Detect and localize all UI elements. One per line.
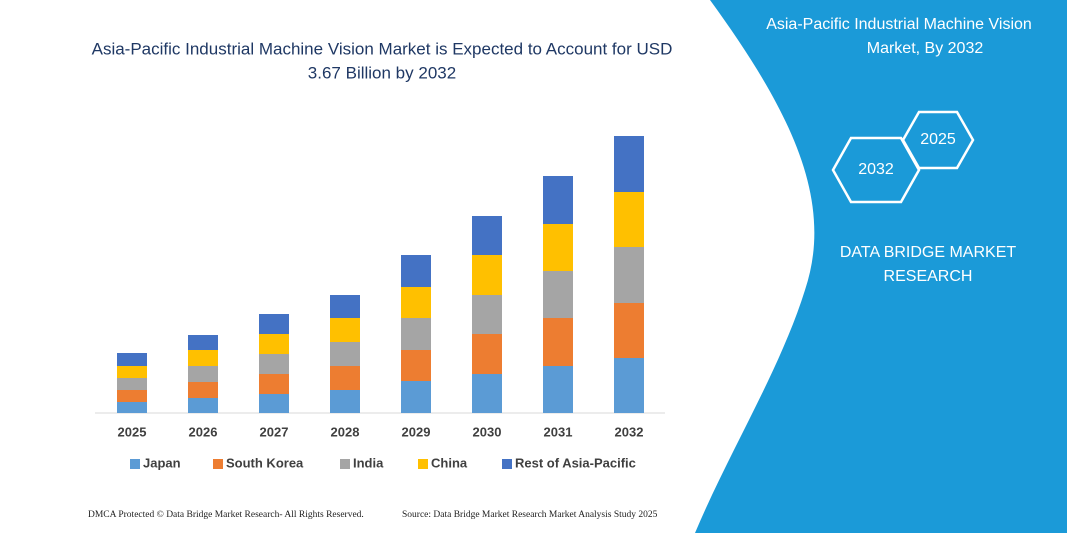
bar-segment <box>543 318 573 366</box>
bar-segment <box>472 334 502 374</box>
panel-title-2: Market, By 2032 <box>867 40 984 57</box>
bar-segment <box>614 358 644 413</box>
bar-segment <box>472 374 502 413</box>
bar-segment <box>117 390 147 402</box>
bar-segment <box>117 378 147 390</box>
bar-segment <box>188 382 218 398</box>
legend-label: China <box>431 455 468 470</box>
bar-segment <box>117 353 147 366</box>
bar-segment <box>543 224 573 271</box>
legend-swatch <box>213 459 223 469</box>
legend-swatch <box>418 459 428 469</box>
bar-segment <box>614 303 644 358</box>
bar-segment <box>330 342 360 366</box>
legend-label: South Korea <box>226 455 304 470</box>
bar-segment <box>614 136 644 192</box>
title-2: 3.67 Billion by 2032 <box>308 63 456 82</box>
bar-segment <box>401 381 431 413</box>
panel-title-1: Asia-Pacific Industrial Machine Vision <box>766 16 1032 33</box>
bar-segment <box>117 366 147 378</box>
hex-label: 2032 <box>858 161 894 178</box>
bar-segment <box>614 192 644 247</box>
x-tick-label: 2030 <box>473 424 502 439</box>
bar-segment <box>330 366 360 390</box>
bar-segment <box>259 374 289 394</box>
legend-swatch <box>130 459 140 469</box>
hexagon <box>831 136 921 204</box>
brand-2: RESEARCH <box>884 268 973 285</box>
title-1: Asia-Pacific Industrial Machine Vision M… <box>92 39 673 58</box>
hexagon <box>901 110 975 170</box>
bar-segment <box>188 398 218 413</box>
side-panel <box>695 0 1067 533</box>
bar-segment <box>188 366 218 382</box>
bar-segment <box>330 318 360 342</box>
legend-swatch <box>340 459 350 469</box>
bar-segment <box>401 287 431 318</box>
bar-segment <box>614 247 644 303</box>
x-tick-label: 2026 <box>189 424 218 439</box>
bar-segment <box>543 366 573 413</box>
x-tick-label: 2025 <box>118 424 147 439</box>
bar-segment <box>188 335 218 350</box>
bar-segment <box>543 176 573 224</box>
bar-segment <box>259 334 289 354</box>
footer-right: Source: Data Bridge Market Research Mark… <box>402 510 658 520</box>
x-tick-label: 2031 <box>544 424 573 439</box>
bar-segment <box>259 354 289 374</box>
bar-segment <box>401 318 431 350</box>
brand-1: DATA BRIDGE MARKET <box>840 244 1017 261</box>
legend-label: India <box>353 455 384 470</box>
bar-segment <box>259 394 289 413</box>
x-tick-label: 2027 <box>260 424 289 439</box>
bar-segment <box>259 314 289 334</box>
x-tick-label: 2028 <box>331 424 360 439</box>
bar-segment <box>188 350 218 366</box>
x-tick-label: 2032 <box>615 424 644 439</box>
x-tick-label: 2029 <box>402 424 431 439</box>
legend-label: Rest of Asia-Pacific <box>515 455 636 470</box>
bar-segment <box>330 295 360 318</box>
bar-segment <box>472 216 502 255</box>
bar-segment <box>543 271 573 318</box>
legend-swatch <box>502 459 512 469</box>
bar-segment <box>401 255 431 287</box>
bar-segment <box>401 350 431 381</box>
legend-label: Japan <box>143 455 181 470</box>
footer-left: DMCA Protected © Data Bridge Market Rese… <box>88 509 364 520</box>
hex-label: 2025 <box>920 131 956 148</box>
bar-segment <box>472 255 502 295</box>
bar-segment <box>472 295 502 334</box>
bar-segment <box>330 390 360 413</box>
bar-segment <box>117 402 147 413</box>
